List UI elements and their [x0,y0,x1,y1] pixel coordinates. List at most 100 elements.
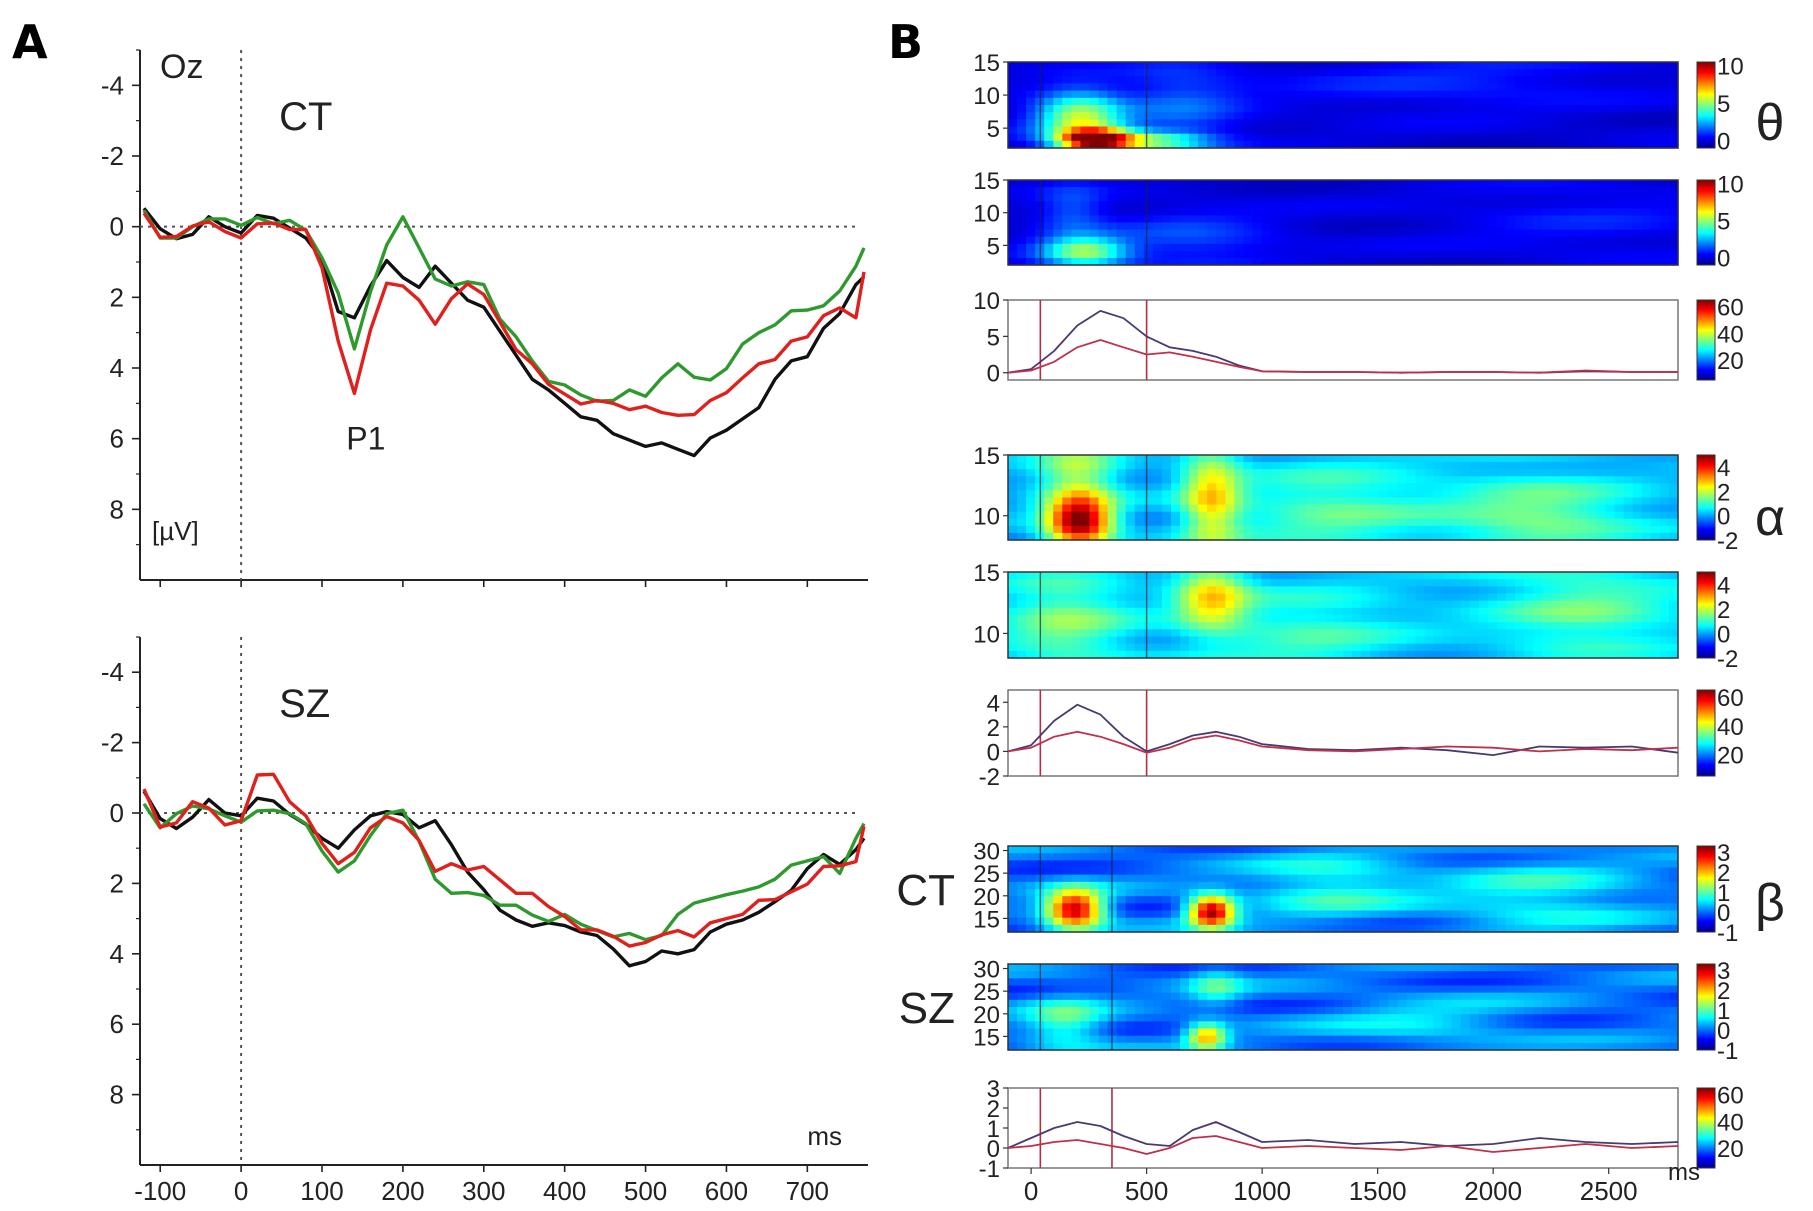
heatmap-cell [1451,187,1462,195]
heatmap-cell [1560,853,1570,861]
heatmap-cell [1243,992,1254,1001]
heatmap-cell [1324,243,1335,252]
y-tick-label: 6 [110,424,124,454]
heatmap-cell [1668,579,1679,587]
heatmap-cell [1650,867,1661,876]
heatmap-cell [1306,593,1317,602]
heatmap-cell [1596,229,1607,238]
heatmap-cell [1198,881,1208,890]
heatmap-cell [1361,853,1371,861]
heatmap-cell [1207,112,1217,120]
heatmap-cell [1207,455,1217,463]
heatmap-cell [1234,62,1244,70]
heatmap-cell [1252,532,1263,541]
heatmap-cell [1605,187,1616,195]
heatmap-cell [1578,105,1589,113]
heatmap-cell [1587,222,1598,231]
heatmap-cell [1098,90,1109,99]
heatmap-cell [1134,572,1145,580]
heatmap-cell [1451,133,1462,142]
heatmap-cell [1496,532,1507,541]
heatmap-cell [1596,469,1607,477]
heatmap-cell [1433,257,1444,266]
heatmap-cell [1433,90,1444,99]
heatmap-cell [1388,600,1398,609]
heatmap-cell [1089,469,1100,477]
heatmap-cell [1433,889,1444,897]
heatmap-cell [1125,971,1136,979]
heatmap-cell [1379,62,1389,70]
heatmap-cell [1243,896,1254,904]
heatmap-cell [1107,525,1118,534]
heatmap-cell [1116,643,1127,652]
heatmap-cell [1189,194,1199,202]
heatmap-cell [1623,476,1634,484]
heatmap-cell [1442,874,1453,883]
heatmap-cell [1406,889,1417,897]
heatmap-cell [1333,90,1344,99]
heatmap-cell [1152,622,1163,630]
heatmap-cell [1578,469,1589,477]
heatmap-cell [1324,518,1335,527]
heatmap-cell [1207,257,1217,266]
heatmap-cell [1107,62,1118,70]
heatmap-cell [1415,490,1426,499]
heatmap-cell [1424,69,1435,77]
heatmap-cell [1632,250,1643,259]
heatmap-cell [1234,97,1244,106]
heatmap-cell [1080,126,1091,135]
band-label: β [1755,874,1785,932]
heatmap-cell [1252,615,1263,623]
heatmap-cell [1189,201,1199,209]
heatmap-cell [1288,889,1299,897]
heatmap-cell [1243,600,1254,609]
heatmap-cell [1433,215,1444,224]
heatmap-cell [1460,97,1471,106]
heatmap-cell [1071,97,1082,106]
heatmap-cell [1451,910,1462,919]
heatmap-cell [1071,629,1082,638]
heatmap-cell [1062,476,1072,484]
heatmap-cell [1062,62,1072,70]
heatmap-cell [1279,476,1290,484]
heatmap-cell [1234,999,1244,1008]
heatmap-cell [1596,208,1607,217]
heatmap-cell [1451,867,1462,876]
heatmap-cell [1252,215,1263,224]
heatmap-cell [1515,187,1525,195]
heatmap-cell [1252,497,1263,506]
heatmap-cell [1388,76,1398,85]
heatmap-cell [1225,119,1235,128]
heatmap-cell [1487,846,1498,854]
heatmap-cell [1641,76,1652,85]
heatmap-cell [1107,511,1118,520]
heatmap-cell [1623,126,1634,135]
heatmap-cell [1451,615,1462,623]
heatmap-cell [1216,483,1226,492]
heatmap-cell [1397,860,1407,869]
heatmap-cell [1478,187,1489,195]
heatmap-cell [1596,126,1607,135]
heatmap-cell [1659,579,1670,587]
heatmap-cell [1288,874,1299,883]
heatmap-cell [1551,586,1561,595]
heatmap-cell [1107,497,1118,506]
heatmap-cell [1515,636,1525,645]
heatmap-cell [1406,643,1417,652]
heatmap-cell [1315,83,1326,92]
heatmap-cell [1560,133,1570,142]
heatmap-cell [1261,636,1272,645]
heatmap-cell [1098,222,1109,231]
heatmap-cell [1505,889,1516,897]
heatmap-cell [1524,615,1534,623]
heatmap-cell [1116,236,1127,245]
heatmap-cell [1170,69,1181,77]
heatmap-cell [1605,643,1616,652]
heatmap-cell [1587,917,1598,926]
heatmap-cell [1343,250,1353,259]
heatmap-cell [1361,497,1371,506]
heatmap-cell [1605,243,1616,252]
heatmap-cell [1650,62,1661,70]
heatmap-cell [1315,187,1326,195]
